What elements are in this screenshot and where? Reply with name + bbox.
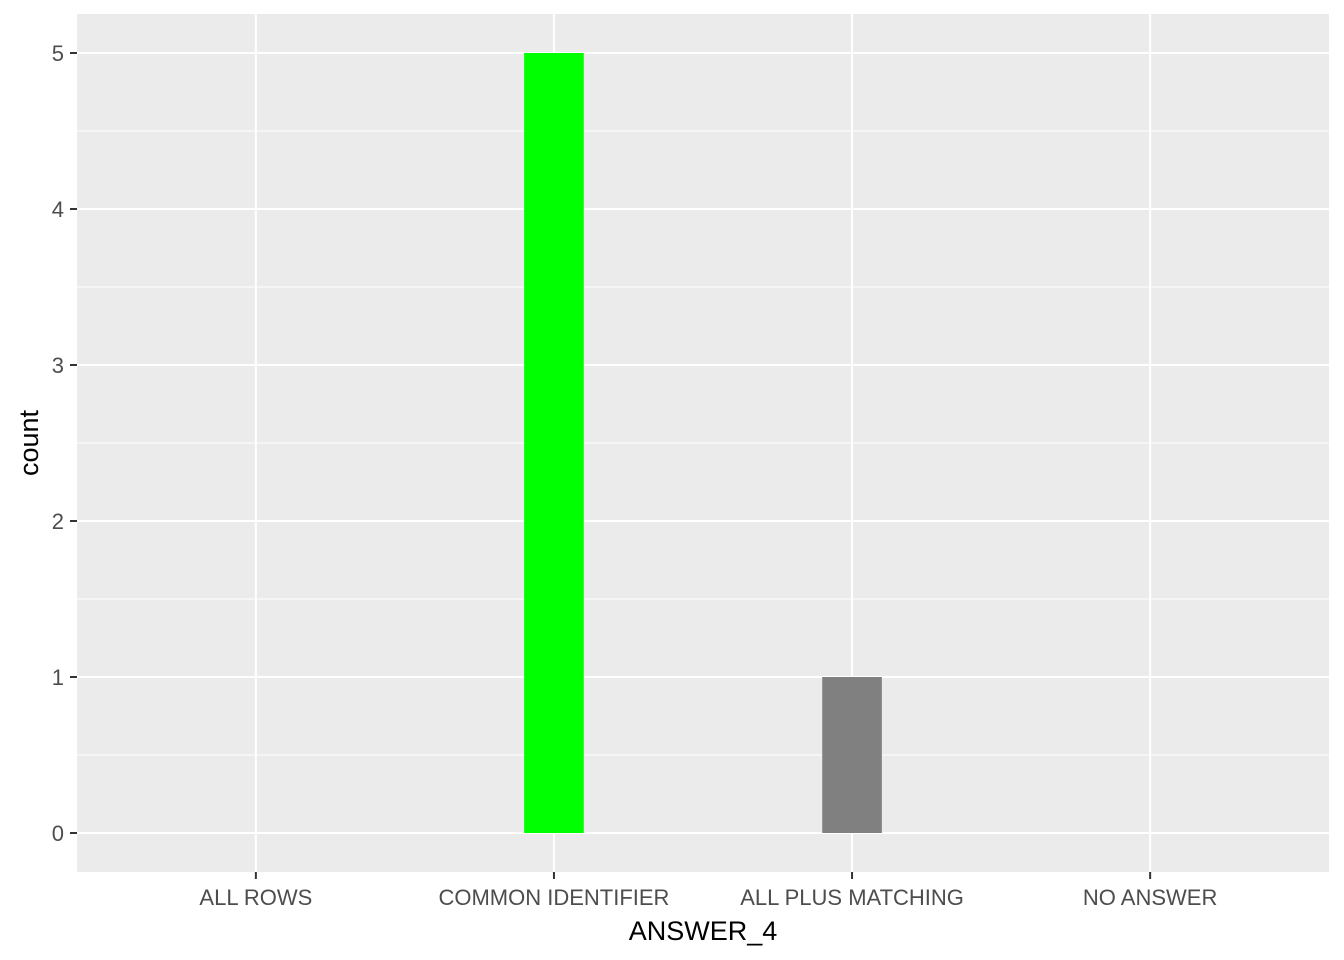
bar — [822, 677, 882, 833]
y-tick-label: 3 — [52, 353, 64, 378]
y-tick-label: 0 — [52, 821, 64, 846]
bars — [524, 53, 882, 833]
y-axis: 0 1 2 3 4 5 — [52, 41, 77, 846]
x-tick-label: ALL PLUS MATCHING — [740, 885, 964, 910]
bar — [524, 53, 584, 833]
grid-major — [77, 14, 1329, 872]
x-tick-label: COMMON IDENTIFIER — [438, 885, 669, 910]
y-axis-title: count — [14, 409, 44, 476]
x-axis-title: ANSWER_4 — [629, 916, 778, 946]
grid-minor — [77, 130, 1329, 756]
x-axis: ALL ROWS COMMON IDENTIFIER ALL PLUS MATCHI… — [199, 872, 1217, 910]
y-tick-label: 1 — [52, 665, 64, 690]
y-tick-label: 5 — [52, 41, 64, 66]
y-tick-label: 4 — [52, 197, 64, 222]
y-tick-label: 2 — [52, 509, 64, 534]
x-tick-label: NO ANSWER — [1083, 885, 1217, 910]
x-tick-label: ALL ROWS — [199, 885, 312, 910]
